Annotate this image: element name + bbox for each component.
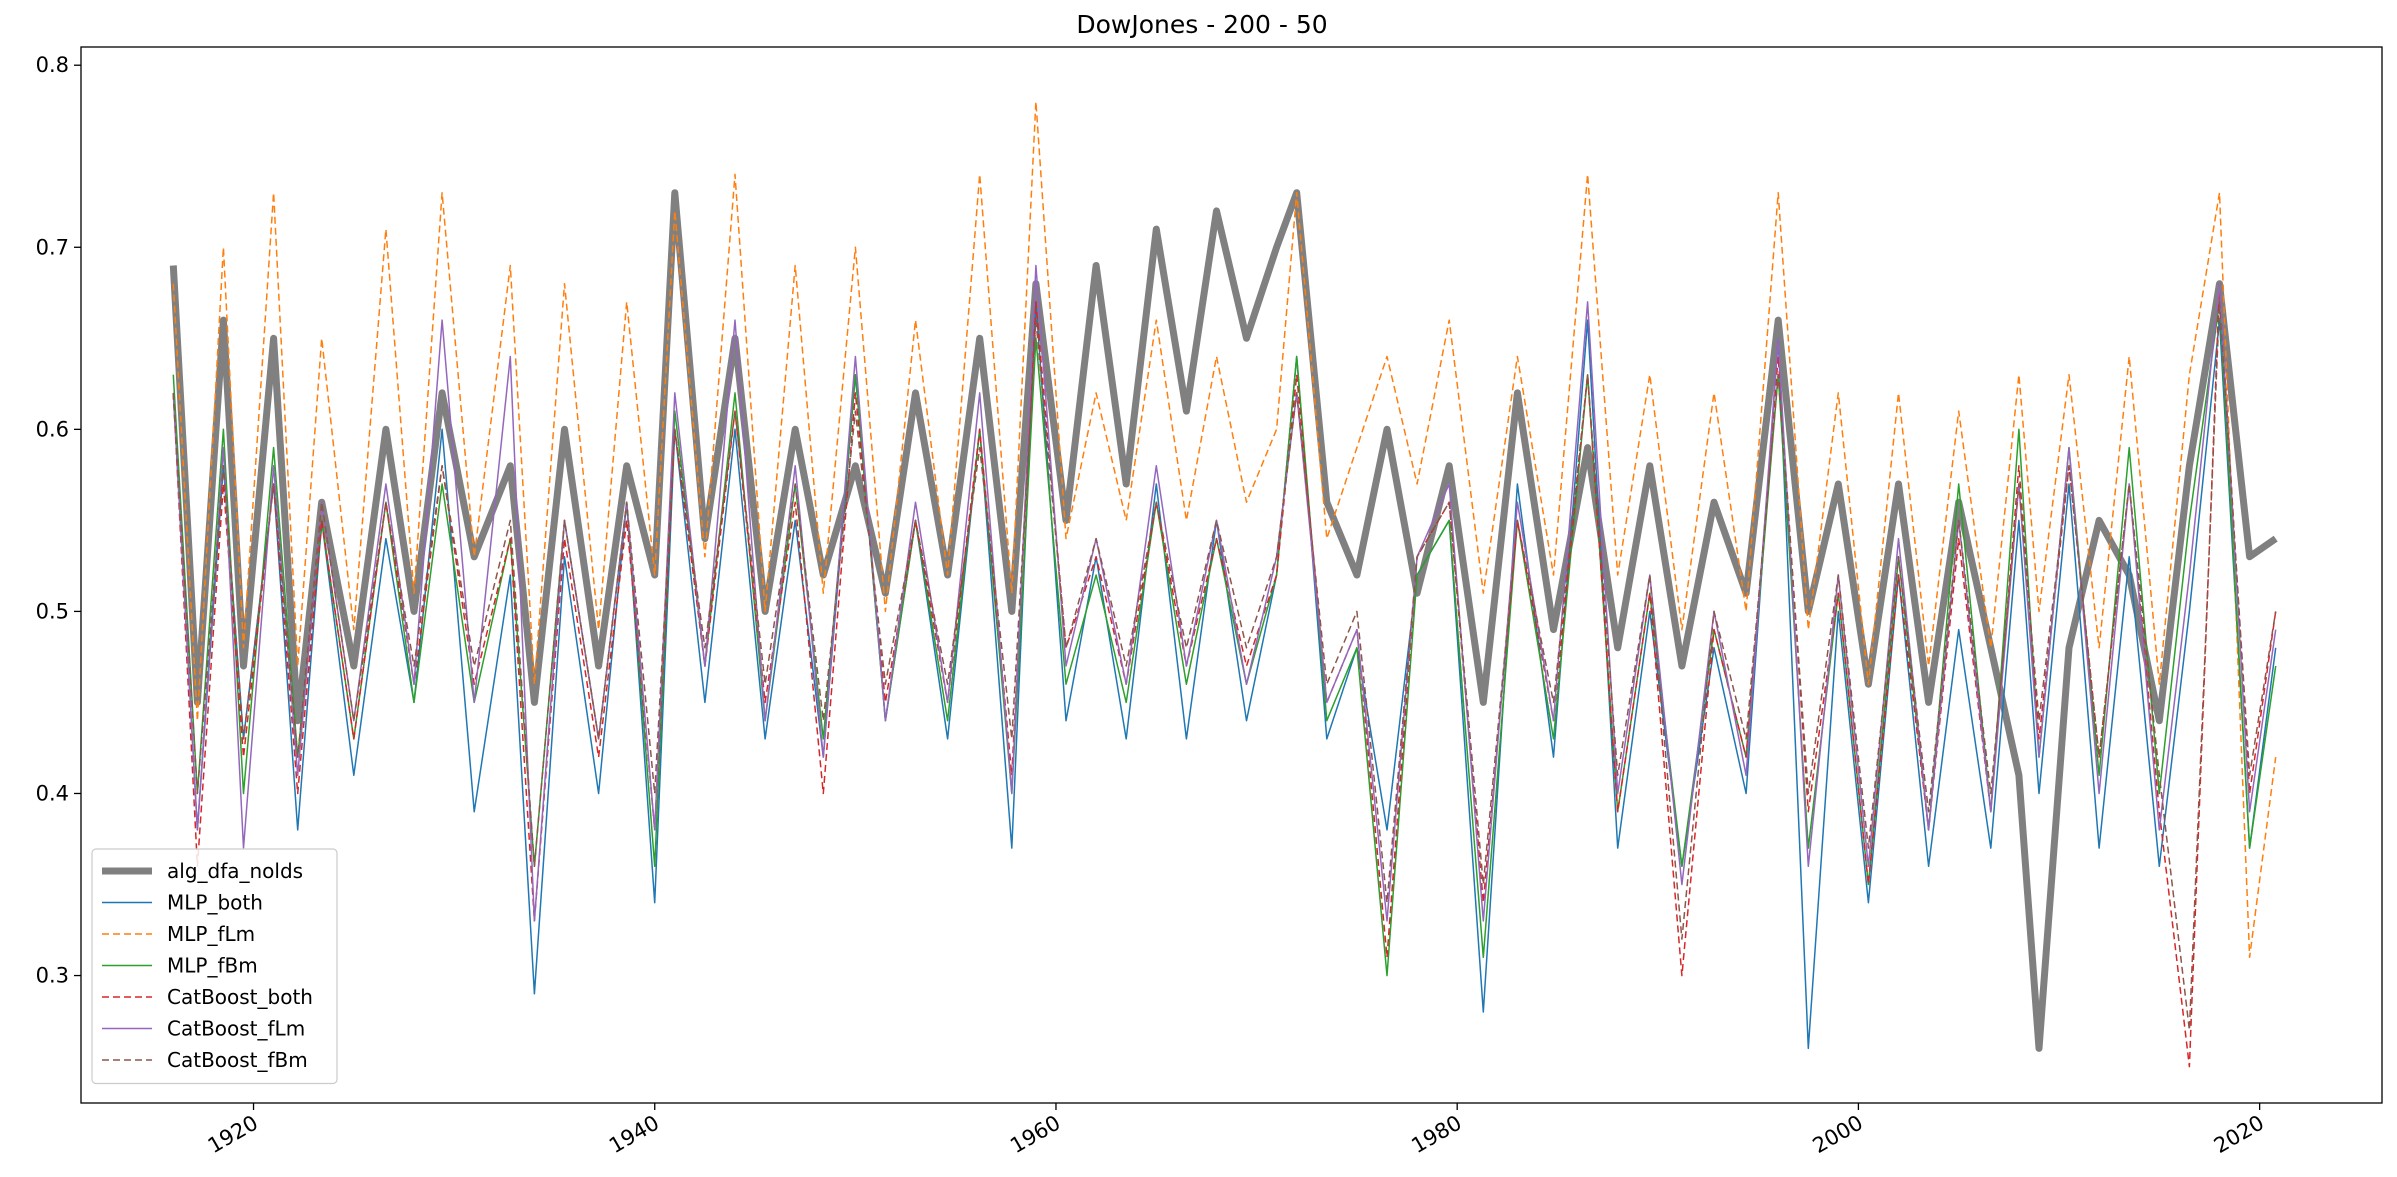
x-tick-label: 2000: [1809, 1111, 1867, 1159]
y-tick-label: 0.5: [36, 599, 69, 623]
x-tick-label: 1920: [204, 1111, 262, 1159]
x-tick-label: 1940: [605, 1111, 663, 1159]
legend-label: MLP_fBm: [167, 954, 258, 978]
legend: alg_dfa_nolds MLP_both MLP_fLm MLP_fBm CatBo…: [91, 848, 338, 1085]
legend-label: alg_dfa_nolds: [167, 859, 303, 883]
series-line-MLP_fLm: [172, 100, 2277, 959]
plot-frame: [80, 46, 2383, 1104]
y-tick-label: 0.3: [36, 964, 69, 988]
legend-label: CatBoost_both: [167, 985, 313, 1009]
x-tick-label: 1980: [1407, 1111, 1465, 1159]
series-line-CatBoost_fBm: [172, 301, 2277, 1031]
x-tick-label: 2020: [2210, 1111, 2268, 1159]
x-axis: 1920 1940 1960 1980 2000 2020: [204, 1103, 2268, 1158]
legend-label: MLP_both: [167, 891, 263, 915]
chart-title: DowJones - 200 - 50: [1076, 10, 1327, 39]
series-layer: [169, 100, 2278, 1068]
series-line-alg_dfa_nolds: [169, 189, 2278, 1052]
y-tick-label: 0.7: [36, 235, 69, 259]
legend-label: MLP_fLm: [167, 922, 255, 946]
legend-label: CatBoost_fLm: [167, 1017, 305, 1041]
x-tick-label: 1960: [1006, 1111, 1064, 1159]
legend-box: [91, 848, 338, 1085]
legend-label: CatBoost_fBm: [167, 1048, 308, 1072]
y-axis: 0.3 0.4 0.5 0.6 0.7 0.8: [36, 53, 81, 988]
series-line-MLP_both: [172, 301, 2277, 1050]
y-tick-label: 0.8: [36, 53, 69, 77]
series-line-CatBoost_both: [172, 282, 2277, 1068]
series-line-CatBoost_fLm: [172, 264, 2277, 922]
y-tick-label: 0.6: [36, 417, 69, 441]
y-tick-label: 0.4: [36, 781, 69, 805]
